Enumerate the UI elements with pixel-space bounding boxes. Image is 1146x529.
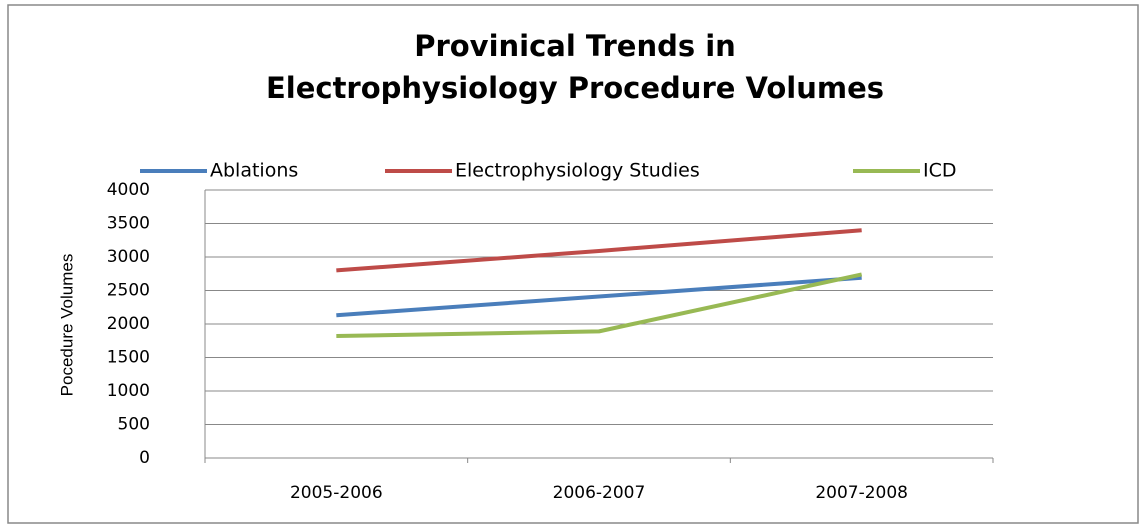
line-series xyxy=(336,228,862,273)
y-tick-label: 4000 xyxy=(107,180,150,200)
y-tick-label: 2500 xyxy=(107,281,150,301)
legend-label: Ablations xyxy=(210,160,298,182)
legend-label: ICD xyxy=(923,160,957,182)
x-tick-label: 2006-2007 xyxy=(553,483,646,503)
y-axis-label: Pocedure Volumes xyxy=(57,254,76,397)
chart-border xyxy=(7,4,1139,524)
chart-title: Provinical Trends in xyxy=(414,29,736,63)
y-tick-label: 1500 xyxy=(107,348,150,368)
line-series xyxy=(336,275,862,318)
chart-title: Electrophysiology Procedure Volumes xyxy=(266,71,884,105)
x-tick-label: 2005-2006 xyxy=(290,483,383,503)
y-tick-label: 2000 xyxy=(107,314,150,334)
y-tick-label: 1000 xyxy=(107,381,150,401)
legend-label: Electrophysiology Studies xyxy=(455,160,700,182)
y-tick-label: 3500 xyxy=(107,214,150,234)
y-tick-label: 500 xyxy=(118,415,150,435)
x-tick-label: 2007-2008 xyxy=(815,483,908,503)
y-tick-label: 0 xyxy=(139,448,150,468)
line-series xyxy=(336,272,863,339)
y-tick-label: 3000 xyxy=(107,247,150,267)
